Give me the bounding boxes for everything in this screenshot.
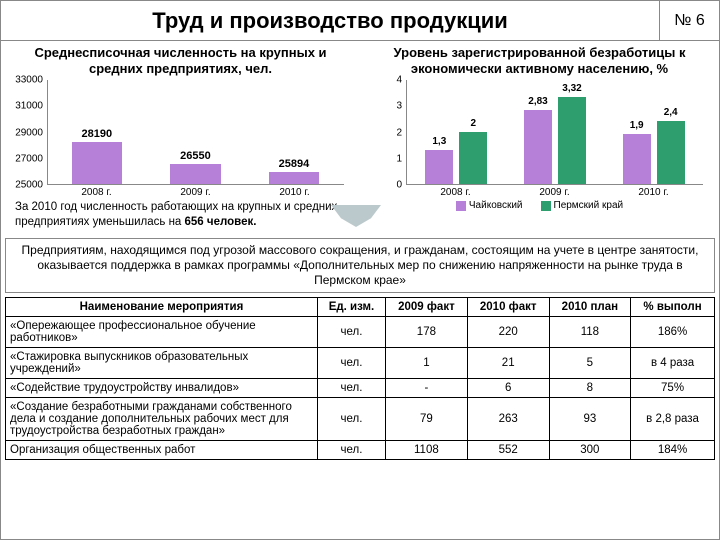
chart1-note-text: За 2010 год численность работающих на кр… xyxy=(15,201,337,227)
table-cell: 263 xyxy=(467,398,549,441)
table-cell: 184% xyxy=(631,441,715,460)
chart1-note: За 2010 год численность работающих на кр… xyxy=(9,198,352,231)
table-header-cell: 2010 факт xyxy=(467,298,549,317)
table-cell: чел. xyxy=(317,379,385,398)
table-cell: чел. xyxy=(317,317,385,348)
table-header-cell: Наименование мероприятия xyxy=(6,298,318,317)
table-cell: 300 xyxy=(549,441,631,460)
table-cell: «Создание безработными гражданами собств… xyxy=(6,398,318,441)
table-cell: 79 xyxy=(385,398,467,441)
table-cell: 5 xyxy=(549,348,631,379)
chart2-bar: 1,3 xyxy=(425,150,453,184)
chart2-bar: 1,9 xyxy=(623,134,651,184)
chart-unemployment: Уровень зарегистрированной безработицы к… xyxy=(360,41,719,236)
slide: Труд и производство продукции № 6 Средне… xyxy=(0,0,720,540)
header: Труд и производство продукции № 6 xyxy=(1,1,719,41)
table-row: «Создание безработными гражданами собств… xyxy=(6,398,715,441)
program-text: Предприятиям, находящимся под угрозой ма… xyxy=(5,238,715,293)
table-cell: - xyxy=(385,379,467,398)
table-header-cell: % выполн xyxy=(631,298,715,317)
chart1-plot: 2500027000290003100033000 28190265502589… xyxy=(47,80,344,185)
table-row: «Содействие трудоустройству инвалидов»че… xyxy=(6,379,715,398)
page-title: Труд и производство продукции xyxy=(1,8,659,34)
table-cell: чел. xyxy=(317,398,385,441)
table-header-cell: 2009 факт xyxy=(385,298,467,317)
table-cell: 1 xyxy=(385,348,467,379)
chart1-title: Среднесписочная численность на крупных и… xyxy=(9,45,352,76)
legend-item: Пермский край xyxy=(541,200,624,211)
table-cell: 6 xyxy=(467,379,549,398)
table-cell: «Опережающее профессиональное обучение р… xyxy=(6,317,318,348)
legend-item: Чайковский xyxy=(456,200,523,211)
table-cell: 21 xyxy=(467,348,549,379)
chart1-xaxis: 2008 г.2009 г.2010 г. xyxy=(47,185,344,198)
chart1-bar: 28190 xyxy=(72,142,122,184)
table-cell: чел. xyxy=(317,348,385,379)
table-cell: 178 xyxy=(385,317,467,348)
chart2-plot: 01234 1,322,833,321,92,4 xyxy=(406,80,703,185)
chart-employment: Среднесписочная численность на крупных и… xyxy=(1,41,360,236)
table-cell: 220 xyxy=(467,317,549,348)
table-header-cell: 2010 план xyxy=(549,298,631,317)
table-header-cell: Ед. изм. xyxy=(317,298,385,317)
chart2-xaxis: 2008 г.2009 г.2010 г. xyxy=(406,185,703,198)
table-cell: в 2,8 раза xyxy=(631,398,715,441)
chart2-yaxis: 01234 xyxy=(368,80,404,185)
table-header-row: Наименование мероприятияЕд. изм.2009 фак… xyxy=(6,298,715,317)
table-cell: «Стажировка выпускников образовательных … xyxy=(6,348,318,379)
chart2-bar: 2,83 xyxy=(524,110,552,184)
table-cell: 1108 xyxy=(385,441,467,460)
table-row: Организация общественных работчел.110855… xyxy=(6,441,715,460)
measures-table: Наименование мероприятияЕд. изм.2009 фак… xyxy=(5,297,715,460)
table-cell: 552 xyxy=(467,441,549,460)
chart2-bar: 2,4 xyxy=(657,121,685,184)
table-cell: 8 xyxy=(549,379,631,398)
table-cell: «Содействие трудоустройству инвалидов» xyxy=(6,379,318,398)
chart2-bar: 3,32 xyxy=(558,97,586,184)
chart1-bar: 25894 xyxy=(269,172,319,184)
table-body: «Опережающее профессиональное обучение р… xyxy=(6,317,715,460)
table-cell: 75% xyxy=(631,379,715,398)
table-cell: в 4 раза xyxy=(631,348,715,379)
chart1-note-bold: 656 человек. xyxy=(185,216,257,228)
table-cell: Организация общественных работ xyxy=(6,441,318,460)
chart1-bar: 26550 xyxy=(170,164,220,184)
chart2-bar: 2 xyxy=(459,132,487,185)
table-cell: 186% xyxy=(631,317,715,348)
chart2-bars: 1,32 2,833,32 1,92,4 xyxy=(406,80,703,185)
page-number: № 6 xyxy=(659,1,719,40)
chart2-title: Уровень зарегистрированной безработицы к… xyxy=(368,45,711,76)
table-cell: чел. xyxy=(317,441,385,460)
chart1-bars: 28190 26550 25894 xyxy=(47,80,344,185)
table-cell: 118 xyxy=(549,317,631,348)
chart1-yaxis: 2500027000290003100033000 xyxy=(9,80,45,185)
chart2-legend: Чайковский Пермский край xyxy=(368,200,711,211)
table-row: «Опережающее профессиональное обучение р… xyxy=(6,317,715,348)
table-row: «Стажировка выпускников образовательных … xyxy=(6,348,715,379)
table-cell: 93 xyxy=(549,398,631,441)
